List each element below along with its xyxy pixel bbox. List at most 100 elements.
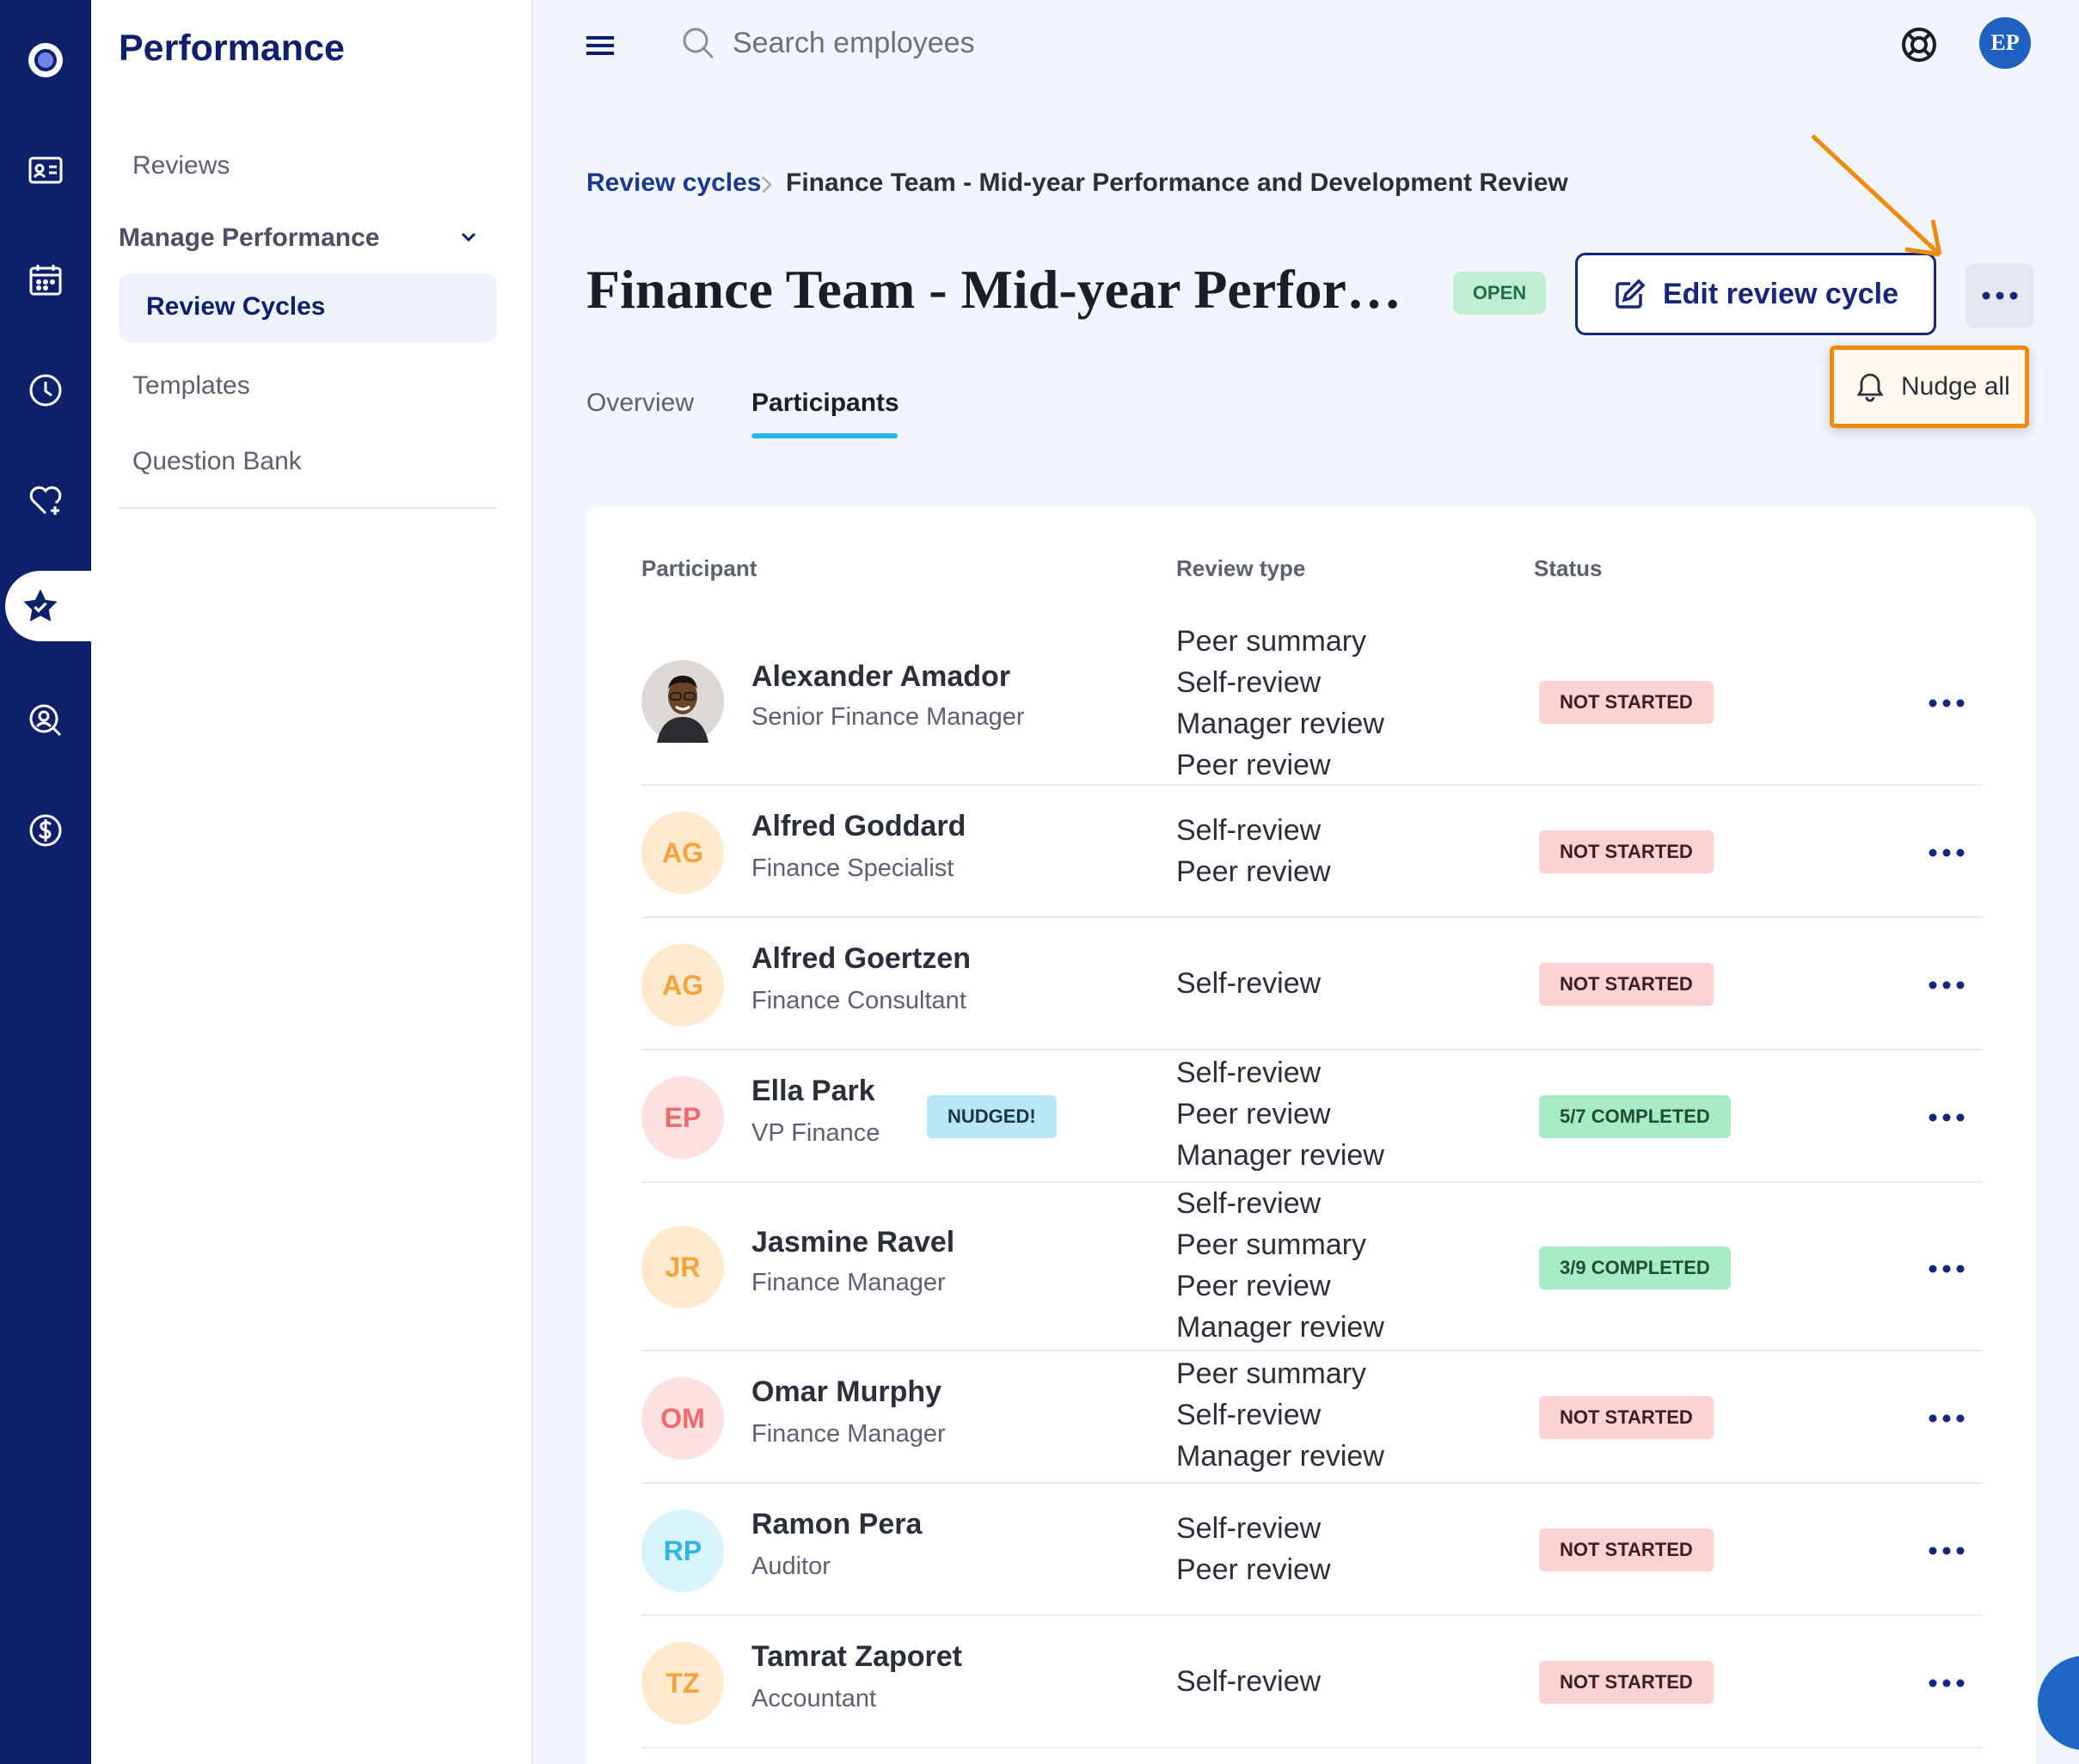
- participant-role: Finance Specialist: [751, 854, 954, 882]
- nav-item-reviews[interactable]: Reviews: [132, 151, 230, 180]
- row-more-icon[interactable]: [1928, 1109, 1966, 1126]
- nav-group-manage-performance[interactable]: Manage Performance: [119, 224, 488, 253]
- edit-button-label: Edit review cycle: [1662, 277, 1899, 310]
- calendar-icon[interactable]: [0, 246, 91, 315]
- review-type: Peer summary: [1176, 1228, 1367, 1261]
- row-more-icon[interactable]: [1928, 1675, 1966, 1692]
- participants-table: Participant Review type Status Alexander…: [586, 507, 2036, 1764]
- nav-item-label: Review Cycles: [146, 292, 326, 321]
- participant-name[interactable]: Jasmine Ravel: [751, 1226, 955, 1259]
- search-input[interactable]: [733, 22, 1248, 64]
- table-row[interactable]: TZ Tamrat Zaporet Accountant Self-review…: [641, 1616, 1983, 1749]
- review-type: Self-review: [1176, 1512, 1322, 1545]
- search-person-icon[interactable]: [0, 686, 91, 755]
- review-type: Peer review: [1176, 1270, 1331, 1302]
- participant-role: VP Finance: [751, 1119, 880, 1147]
- participant-name[interactable]: Ramon Pera: [751, 1508, 923, 1540]
- nav-item-question-bank[interactable]: Question Bank: [132, 447, 302, 475]
- row-more-icon[interactable]: [1928, 1542, 1966, 1559]
- review-type: Manager review: [1176, 1440, 1384, 1473]
- participant-role: Accountant: [751, 1685, 877, 1712]
- status-badge: NOT STARTED: [1539, 681, 1714, 724]
- section-title: Performance: [119, 28, 345, 69]
- row-more-icon[interactable]: [1928, 977, 1966, 994]
- review-type: Manager review: [1176, 1311, 1384, 1344]
- logo-icon[interactable]: [0, 26, 91, 95]
- hamburger-icon[interactable]: [585, 33, 616, 58]
- participant-role: Finance Manager: [751, 1269, 946, 1296]
- tab-overview[interactable]: Overview: [586, 389, 695, 417]
- chat-launcher-button[interactable]: [2038, 1656, 2079, 1750]
- review-types: Peer summary Self-review Manager review: [1176, 1353, 1384, 1477]
- participant-name[interactable]: Omar Murphy: [751, 1375, 942, 1408]
- participant-name[interactable]: Alexander Amador: [751, 660, 1011, 693]
- chevron-right-icon: [762, 176, 772, 193]
- avatar: JR: [641, 1226, 724, 1308]
- table-row[interactable]: AG Alfred Goddard Finance Specialist Sel…: [641, 786, 1983, 918]
- row-more-icon[interactable]: [1928, 1260, 1966, 1277]
- row-more-icon[interactable]: [1928, 844, 1966, 861]
- participant-role: Finance Consultant: [751, 987, 966, 1014]
- review-type: Peer review: [1176, 855, 1331, 888]
- nav-item-review-cycles[interactable]: Review Cycles: [119, 273, 497, 342]
- header-status: Status: [1534, 555, 1603, 581]
- review-type: Self-review: [1176, 814, 1322, 847]
- heart-icon[interactable]: [0, 466, 91, 535]
- ellipsis-icon: [1982, 291, 2018, 300]
- participant-name[interactable]: Alfred Goertzen: [751, 942, 972, 975]
- status-badge: NOT STARTED: [1539, 963, 1714, 1006]
- help-lifebuoy-icon[interactable]: [1900, 26, 1938, 64]
- participant-name[interactable]: Alfred Goddard: [751, 810, 966, 842]
- review-type: Peer review: [1176, 1553, 1331, 1586]
- status-badge: NOT STARTED: [1539, 1528, 1714, 1571]
- user-avatar[interactable]: EP: [1979, 17, 2031, 69]
- review-type: Self-review: [1176, 1665, 1322, 1698]
- review-types: Self-review Peer review: [1176, 810, 1331, 892]
- participant-name[interactable]: Tamrat Zaporet: [751, 1640, 962, 1673]
- nav-item-templates[interactable]: Templates: [132, 371, 250, 400]
- avatar: RP: [641, 1510, 724, 1592]
- icon-rail: [0, 0, 96, 1764]
- participant-name[interactable]: Ella Park: [751, 1075, 875, 1107]
- id-card-icon[interactable]: [0, 136, 91, 205]
- divider: [119, 507, 497, 509]
- header-review-type: Review type: [1176, 555, 1306, 581]
- rail-active-item[interactable]: [5, 571, 96, 641]
- review-type: Manager review: [1176, 707, 1384, 740]
- row-more-icon[interactable]: [1928, 1410, 1966, 1427]
- bell-icon: [1856, 373, 1884, 402]
- table-row[interactable]: JR Jasmine Ravel Finance Manager Self-re…: [641, 1183, 1983, 1351]
- status-badge: OPEN: [1453, 272, 1546, 315]
- dollar-icon[interactable]: [0, 796, 91, 865]
- star-icon: [23, 589, 58, 622]
- clock-icon[interactable]: [0, 356, 91, 425]
- search-icon: [683, 28, 714, 59]
- avatar: EP: [641, 1076, 724, 1159]
- table-row[interactable]: Alexander Amador Senior Finance Manager …: [641, 621, 1983, 786]
- status-badge: NOT STARTED: [1539, 1661, 1714, 1704]
- review-type: Manager review: [1176, 1139, 1384, 1172]
- chevron-down-icon: [461, 232, 476, 242]
- avatar: TZ: [641, 1642, 724, 1724]
- more-options-button[interactable]: [1966, 263, 2034, 328]
- edit-review-cycle-button[interactable]: Edit review cycle: [1575, 253, 1936, 335]
- breadcrumb-link[interactable]: Review cycles: [586, 168, 762, 197]
- row-more-icon[interactable]: [1928, 695, 1966, 712]
- table-row[interactable]: AG Alfred Goertzen Finance Consultant Se…: [641, 918, 1983, 1050]
- review-types: Self-review Peer review Manager review: [1176, 1052, 1384, 1176]
- review-types: Self-review Peer summary Peer review Man…: [1176, 1183, 1384, 1348]
- table-row[interactable]: RP Ramon Pera Auditor Self-review Peer r…: [641, 1484, 1983, 1616]
- status-badge: 5/7 COMPLETED: [1539, 1095, 1731, 1138]
- tab-participants[interactable]: Participants: [751, 389, 899, 417]
- avatar: [641, 660, 724, 743]
- avatar: AG: [641, 944, 724, 1026]
- table-row[interactable]: OM Omar Murphy Finance Manager Peer summ…: [641, 1351, 1983, 1484]
- review-type: Self-review: [1176, 967, 1322, 1000]
- table-row[interactable]: EP Ella Park VP Finance NUDGED! Self-rev…: [641, 1050, 1983, 1183]
- page-title: Finance Team - Mid-year Performance and …: [586, 259, 1429, 320]
- status-badge: NOT STARTED: [1539, 830, 1714, 873]
- active-tab-indicator: [751, 433, 898, 438]
- nudge-all-menu-item[interactable]: Nudge all: [1830, 346, 2029, 428]
- avatar: AG: [641, 812, 724, 894]
- nudge-all-label: Nudge all: [1901, 372, 2010, 401]
